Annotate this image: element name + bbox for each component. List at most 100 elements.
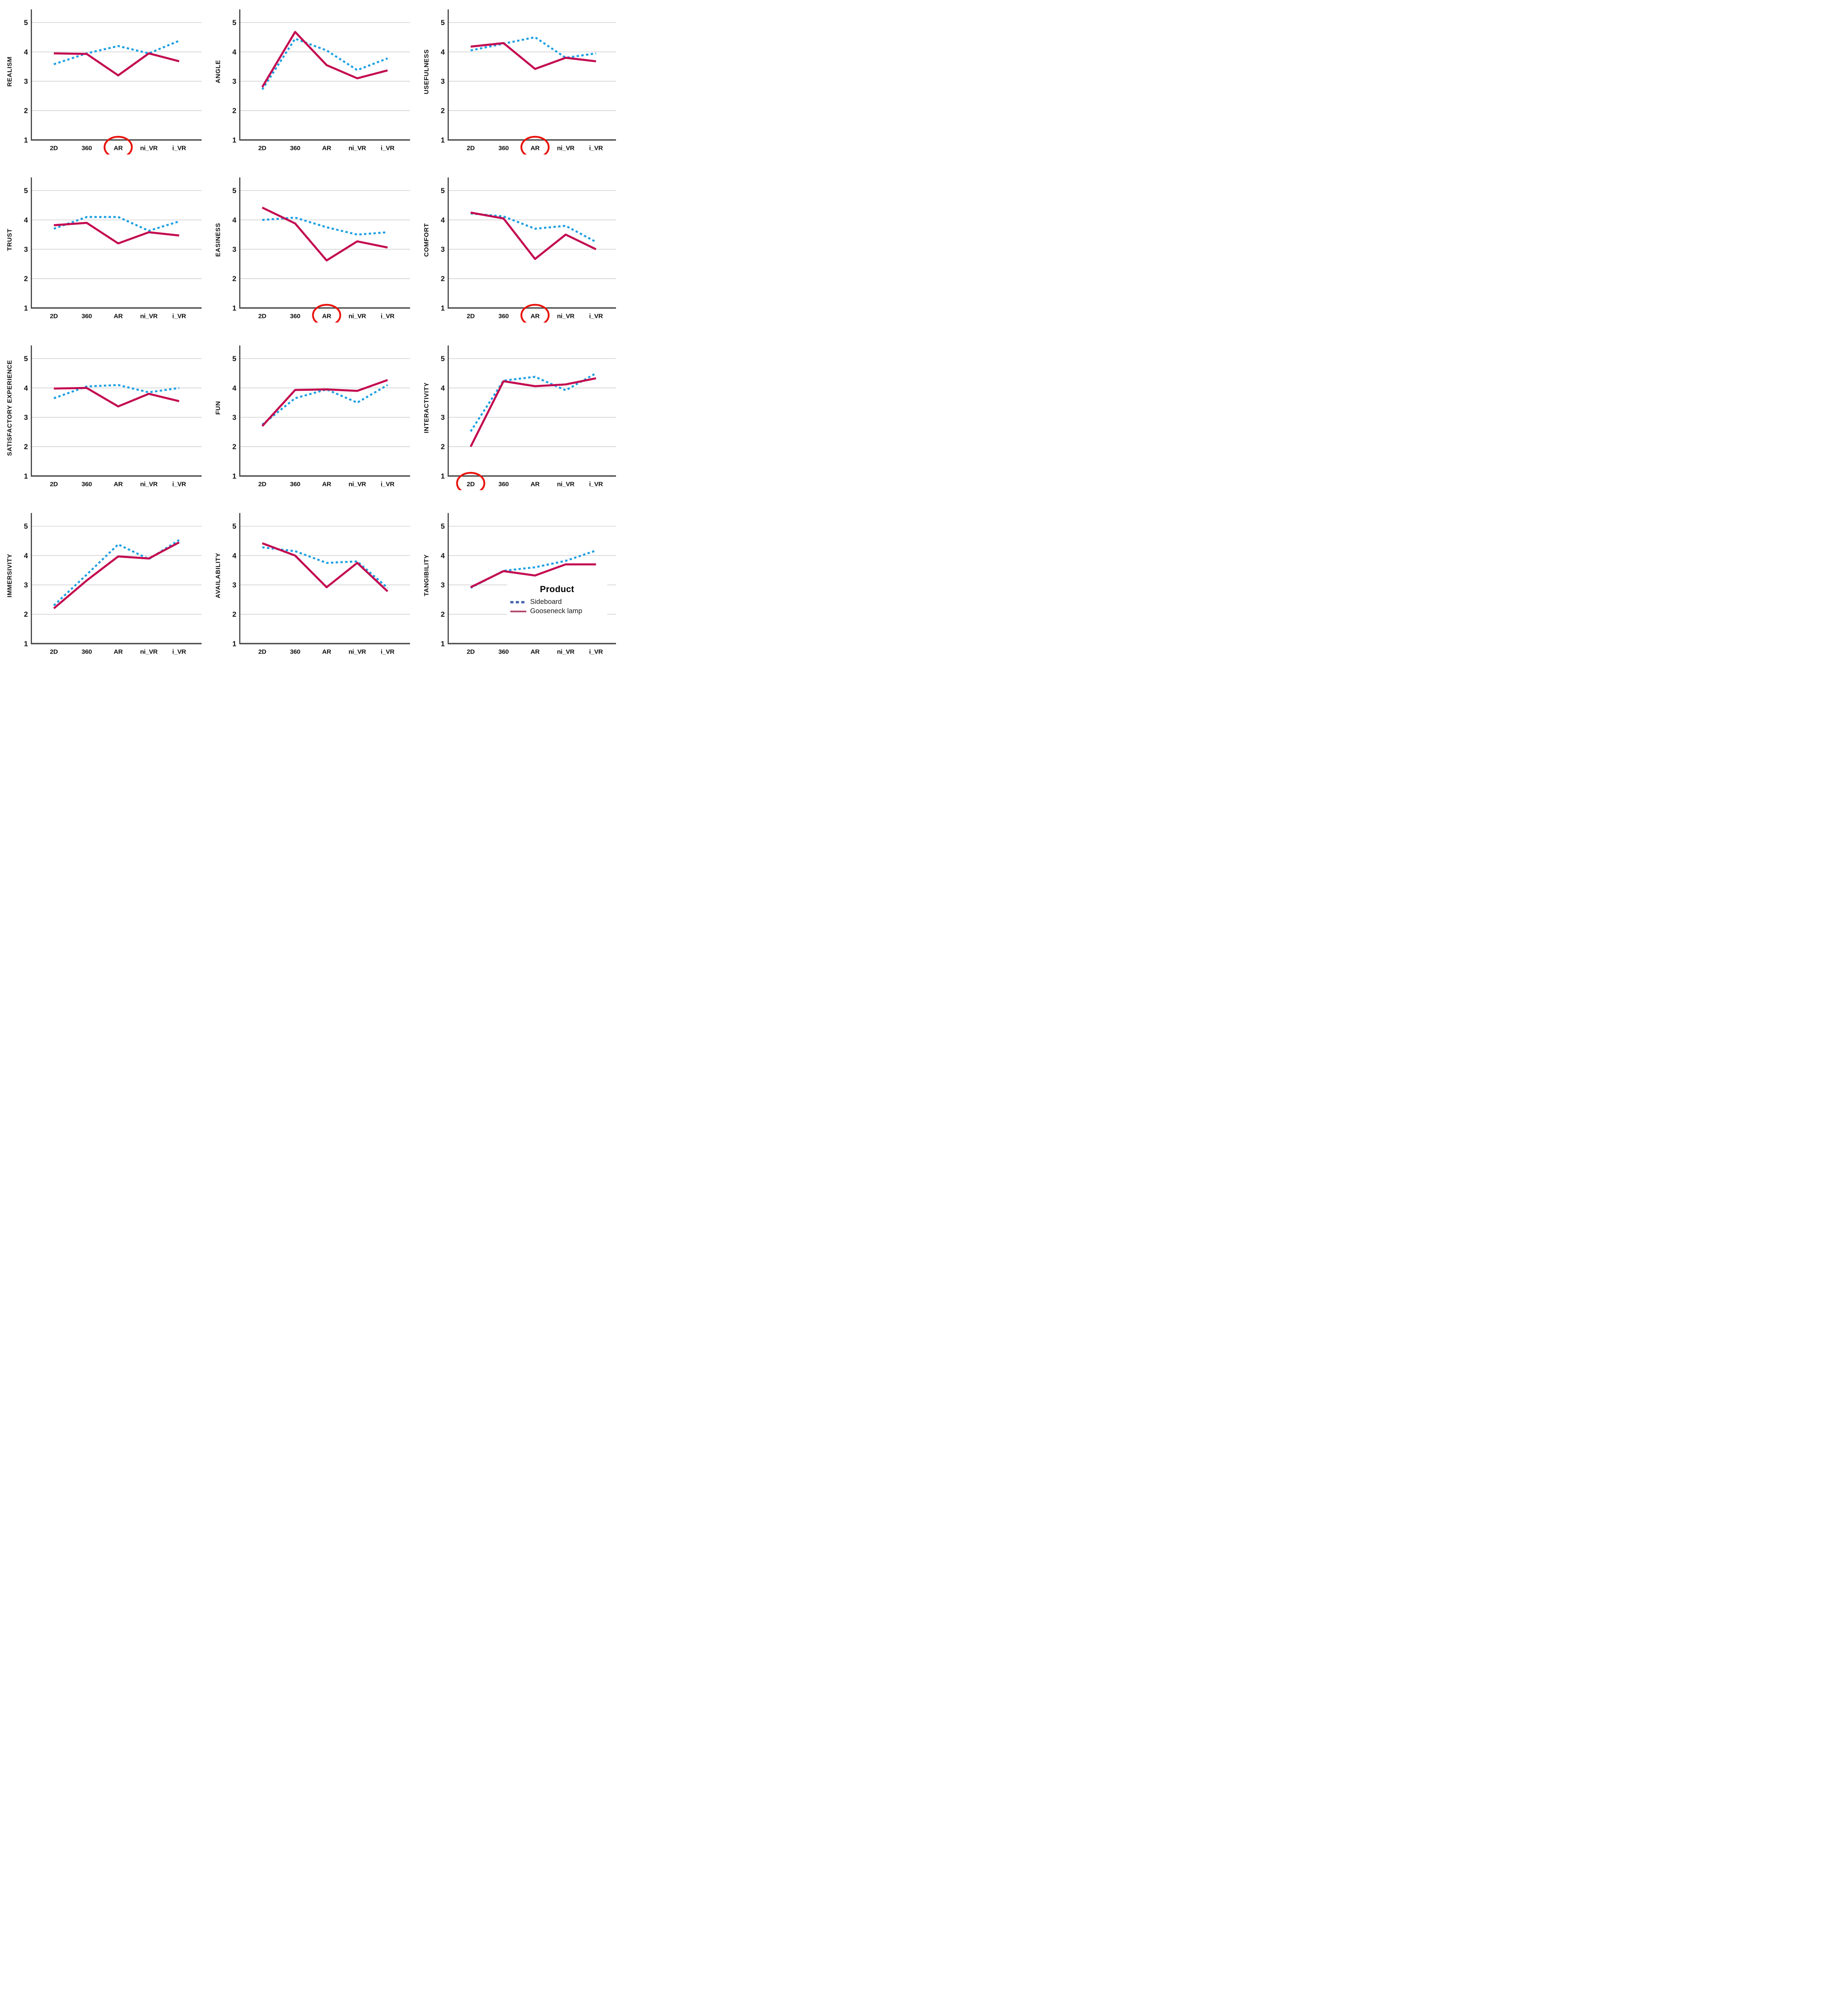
- chart-plot: 1 2 3 4 5 2D 360 AR ni_VR i_VR: [24, 513, 202, 656]
- y-tick-label: 4: [24, 48, 28, 56]
- chart-plot: 1 2 3 4 5 2D 360 AR ni_VR i_VR: [24, 177, 202, 320]
- y-axis-title: FUN: [214, 400, 222, 415]
- chart-plot: 1 2 3 4 5 2D 360 AR ni_VR i_VR: [24, 345, 202, 488]
- x-tick-label-ar: AR: [531, 649, 540, 656]
- series-sideboard-line: [469, 372, 597, 432]
- y-tick-label: 4: [24, 384, 28, 392]
- circle-annotation-ar: [312, 304, 341, 323]
- y-tick-label: 3: [24, 77, 28, 85]
- series-sideboard-line: [53, 539, 180, 606]
- chart-plot: 1 2 3 4 5 2D 360 AR ni_VR i_VR: [232, 513, 410, 656]
- chart-panel-easiness: EASINESS 1 2 3 4 5 2D 360 AR ni_VR i_VR: [212, 171, 410, 323]
- series-gooseneck-line: [470, 42, 596, 70]
- series-gooseneck-line: [53, 387, 180, 408]
- y-tick-label: 2: [440, 107, 445, 115]
- legend: Product Sideboard Gooseneck lamp: [507, 584, 607, 618]
- x-tick-label-i_vr: i_VR: [381, 480, 395, 488]
- legend-item-gooseneck: Gooseneck lamp: [509, 607, 607, 615]
- y-tick-label: 5: [232, 354, 237, 363]
- y-tick-label: 2: [440, 610, 445, 619]
- x-tick-label-2d: 2D: [50, 312, 58, 320]
- y-tick-label: 5: [440, 186, 445, 195]
- y-tick-label: 5: [24, 19, 28, 27]
- y-tick-label: 3: [440, 245, 445, 254]
- y-axis-title: ANGLE: [214, 60, 222, 84]
- x-tick-label-ni_vr: ni_VR: [140, 145, 158, 152]
- x-tick-label-ni_vr: ni_VR: [349, 145, 366, 152]
- x-tick-label-ar: AR: [531, 312, 540, 320]
- x-tick-label-360: 360: [82, 312, 92, 320]
- x-tick-label-2d: 2D: [467, 480, 475, 488]
- x-tick-label-ar: AR: [114, 312, 123, 320]
- x-tick-label-ar: AR: [114, 480, 123, 488]
- circle-annotation-2d: [456, 472, 485, 491]
- series-gooseneck-line: [261, 379, 388, 427]
- x-tick-label-360: 360: [498, 145, 508, 152]
- y-tick-label: 2: [24, 107, 28, 115]
- x-tick-label-i_vr: i_VR: [172, 480, 186, 488]
- x-tick-label-360: 360: [498, 649, 508, 656]
- legend-item-sideboard: Sideboard: [509, 598, 607, 606]
- x-tick-label-ni_vr: ni_VR: [140, 649, 158, 656]
- y-tick-label: 3: [232, 581, 237, 589]
- y-tick-label: 5: [440, 19, 445, 27]
- y-tick-label: 1: [232, 136, 237, 144]
- y-tick-label: 4: [232, 552, 237, 560]
- y-tick-label: 3: [232, 77, 237, 85]
- y-axis-title: SATISFACTORY EXPERIENCE: [6, 359, 13, 456]
- legend-item-label: Gooseneck lamp: [530, 607, 582, 615]
- y-tick-label: 2: [440, 442, 445, 451]
- x-tick-label-2d: 2D: [50, 649, 58, 656]
- y-axis-title: TANGIBILITY: [423, 554, 430, 597]
- x-tick-label-360: 360: [290, 480, 300, 488]
- chart-plot: 1 2 3 4 5 2D 360 AR ni_VR i_VR: [440, 177, 616, 323]
- x-tick-label-ar: AR: [322, 649, 331, 656]
- y-tick-label: 4: [24, 216, 28, 224]
- y-tick-label: 1: [24, 136, 28, 144]
- chart-panel-satisfactory-experience: SATISFACTORY EXPERIENCE 1 2 3 4 5 2D 360 AR ni_VR…: [3, 339, 202, 491]
- chart-plot: 1 2 3 4 5 2D 360 AR ni_VR i_VR: [232, 177, 410, 323]
- y-tick-label: 1: [232, 472, 237, 480]
- y-axis-title: IMMERSIVITY: [6, 553, 13, 598]
- y-tick-label: 3: [24, 245, 28, 254]
- y-tick-label: 3: [232, 245, 237, 254]
- chart-panel-interactivity: INTERACTIVITY 1 2 3 4 5 2D 360 AR ni_VR i_VR: [420, 339, 616, 491]
- series-gooseneck-line: [261, 31, 388, 88]
- y-tick-label: 2: [232, 107, 237, 115]
- x-tick-label-2d: 2D: [258, 312, 266, 320]
- x-tick-label-ni_vr: ni_VR: [349, 480, 366, 488]
- x-tick-label-2d: 2D: [467, 649, 475, 656]
- series-sideboard-line: [53, 40, 180, 65]
- sideboard-dashed-line-swatch: [510, 601, 526, 603]
- y-tick-label: 5: [232, 186, 237, 195]
- x-tick-label-ar: AR: [322, 480, 331, 488]
- y-tick-label: 1: [24, 304, 28, 312]
- x-tick-label-i_vr: i_VR: [589, 649, 603, 656]
- x-tick-label-2d: 2D: [50, 480, 58, 488]
- y-tick-label: 1: [232, 304, 237, 312]
- x-tick-label-ar: AR: [114, 649, 123, 656]
- series-gooseneck-line: [469, 377, 596, 447]
- series-sideboard-line: [262, 546, 388, 589]
- x-tick-label-ni_vr: ni_VR: [349, 312, 366, 320]
- y-tick-label: 5: [232, 522, 237, 531]
- x-tick-label-i_vr: i_VR: [172, 145, 186, 152]
- x-tick-label-ni_vr: ni_VR: [557, 312, 574, 320]
- series-sideboard-line: [470, 550, 596, 589]
- y-tick-label: 4: [232, 216, 237, 224]
- y-tick-label: 5: [232, 19, 237, 27]
- series-sideboard-line: [53, 216, 180, 232]
- y-axis-title: REALISM: [6, 56, 13, 87]
- chart-panel-fun: FUN 1 2 3 4 5 2D 360 AR ni_VR i_VR: [212, 339, 410, 491]
- series-gooseneck-line: [470, 563, 596, 588]
- y-axis-title: AVAILABILITY: [214, 553, 222, 598]
- chart-panel-comfort: COMFORT 1 2 3 4 5 2D 360 AR ni_VR i_VR: [420, 171, 616, 323]
- y-axis-title: INTERACTIVITY: [423, 382, 430, 433]
- chart-panel-angle: ANGLE 1 2 3 4 5 2D 360 AR ni_VR i_VR: [212, 3, 410, 155]
- x-tick-label-i_vr: i_VR: [172, 649, 186, 656]
- y-tick-label: 2: [24, 442, 28, 451]
- series-sideboard-line: [470, 212, 597, 243]
- y-tick-label: 5: [440, 354, 445, 363]
- x-tick-label-2d: 2D: [467, 145, 475, 152]
- chart-panel-trust: TRUST 1 2 3 4 5 2D 360 AR ni_VR i_VR: [3, 171, 202, 323]
